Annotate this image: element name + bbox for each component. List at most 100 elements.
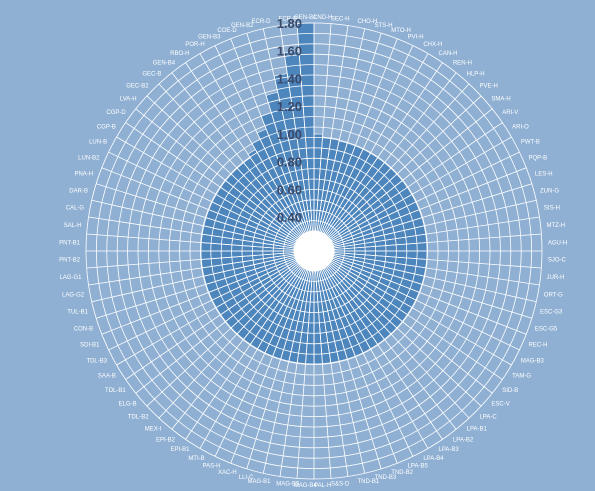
grid-spoke bbox=[146, 264, 300, 407]
grid-spoke bbox=[323, 268, 429, 449]
grid-spoke bbox=[96, 256, 296, 319]
category-label: REC-H bbox=[528, 343, 547, 349]
category-label: LPA-C bbox=[479, 414, 497, 420]
grid-spoke bbox=[91, 199, 295, 247]
category-label: ESC-V bbox=[491, 402, 509, 408]
grid-spoke bbox=[332, 167, 527, 245]
grid-spoke bbox=[230, 269, 308, 464]
grid-spoke bbox=[320, 38, 398, 233]
grid-spoke bbox=[185, 267, 304, 440]
category-label: TND-B1 bbox=[358, 479, 380, 485]
category-label: LAG-G2 bbox=[62, 293, 85, 299]
category-label: CHX-H bbox=[423, 42, 442, 48]
category-label: SAL-H bbox=[64, 223, 82, 229]
grid-spoke bbox=[330, 261, 503, 380]
category-label: CON-B bbox=[74, 326, 93, 332]
grid-spoke bbox=[262, 28, 310, 232]
grid-spoke bbox=[96, 183, 296, 246]
grid-spoke bbox=[279, 25, 312, 232]
grid-spoke bbox=[332, 257, 527, 335]
grid-spoke bbox=[319, 33, 382, 233]
category-label: GEC-B bbox=[142, 72, 161, 78]
tick-label: 0.40 bbox=[277, 210, 302, 225]
grid-spoke bbox=[146, 95, 300, 238]
grid-spoke bbox=[246, 269, 309, 469]
grid-spoke bbox=[333, 216, 540, 249]
grid-spoke bbox=[108, 151, 297, 243]
tick-label: 1.20 bbox=[277, 99, 302, 114]
grid-spoke bbox=[315, 23, 332, 232]
category-label: SJO-C bbox=[548, 258, 567, 264]
category-label: TND-B3 bbox=[375, 475, 397, 481]
category-label: COE-D bbox=[217, 28, 237, 34]
grid-spoke bbox=[323, 53, 429, 234]
grid-spoke bbox=[320, 269, 398, 464]
grid-spoke bbox=[333, 255, 537, 303]
grid-spoke bbox=[328, 264, 482, 407]
category-label: LUN-B2 bbox=[78, 155, 100, 161]
category-label: MAG-B3 bbox=[521, 358, 545, 364]
category-label: LPA-B3 bbox=[438, 447, 459, 453]
grid-spoke bbox=[101, 257, 296, 335]
category-label: GEN-B3 bbox=[198, 35, 221, 41]
category-label: XAC-H bbox=[218, 470, 237, 476]
category-label: CAN-H bbox=[438, 51, 457, 57]
category-label: PVE-H bbox=[479, 84, 497, 90]
grid-spoke bbox=[101, 167, 296, 245]
category-label: GEN-B2 bbox=[231, 23, 254, 29]
category-label: ORT-G bbox=[544, 293, 563, 299]
grid-spoke bbox=[296, 23, 313, 232]
grid-spoke bbox=[318, 270, 366, 474]
category-label: PQP-B bbox=[528, 155, 547, 161]
tick-label: 0.60 bbox=[277, 182, 302, 197]
tick-labels: 0.40 0.60 0.80 1.00 1.20 1.40 1.60 1.80 bbox=[277, 16, 302, 225]
category-label: SAA-B bbox=[98, 373, 116, 379]
grid-spoke bbox=[316, 270, 349, 477]
category-label: POR-H bbox=[185, 42, 204, 48]
grid-spoke bbox=[135, 108, 299, 239]
grid-spoke bbox=[262, 270, 310, 474]
category-label: SID-B bbox=[502, 388, 518, 394]
category-label: LES-H bbox=[535, 172, 553, 178]
grid-spoke bbox=[199, 268, 305, 449]
category-label: ARI-V bbox=[502, 110, 518, 116]
category-label: EPI-B1 bbox=[170, 447, 190, 453]
category-label: ELG-B bbox=[119, 402, 137, 408]
category-label: EPI-B2 bbox=[156, 437, 176, 443]
category-label: ECR-B bbox=[278, 16, 297, 22]
tick-label: 1.60 bbox=[277, 44, 302, 59]
grid-spoke bbox=[333, 233, 542, 250]
grid-spoke bbox=[214, 268, 306, 457]
category-label: LPA-B4 bbox=[423, 456, 444, 462]
category-label: TDL-B1 bbox=[105, 388, 126, 394]
category-label: ESC-G3 bbox=[540, 310, 563, 316]
grid-spoke bbox=[185, 62, 304, 235]
grid-spoke bbox=[326, 266, 457, 430]
grid-spoke bbox=[246, 33, 309, 233]
category-label: TDL-B2 bbox=[128, 414, 149, 420]
grid-spoke bbox=[333, 199, 537, 247]
grid-spoke bbox=[331, 260, 512, 366]
category-label: MAG-B5 bbox=[276, 482, 300, 488]
category-label: PNT-B1 bbox=[59, 240, 81, 246]
category-label: MAG-B4 bbox=[294, 483, 318, 489]
grid-spoke bbox=[91, 255, 295, 303]
grid-spoke bbox=[328, 95, 482, 238]
grid-spoke bbox=[326, 72, 457, 236]
category-label: CAL-G bbox=[66, 205, 85, 211]
grid-spoke bbox=[108, 259, 297, 351]
grid-spoke bbox=[86, 252, 295, 269]
grid-spoke bbox=[333, 253, 540, 286]
grid-spoke bbox=[125, 261, 298, 380]
category-label: HLP-H bbox=[467, 72, 485, 78]
grid-spoke bbox=[330, 122, 503, 241]
category-label: LAG-G1 bbox=[59, 275, 82, 281]
center-hub bbox=[294, 231, 334, 271]
category-label: LVA-H bbox=[120, 96, 137, 102]
category-label: SMA-H bbox=[491, 96, 510, 102]
grid-spoke bbox=[125, 122, 298, 241]
grid-spoke bbox=[230, 38, 308, 233]
grid-spoke bbox=[279, 270, 312, 477]
category-label: S&S-D bbox=[331, 482, 350, 488]
tick-label: 1.40 bbox=[277, 71, 302, 86]
